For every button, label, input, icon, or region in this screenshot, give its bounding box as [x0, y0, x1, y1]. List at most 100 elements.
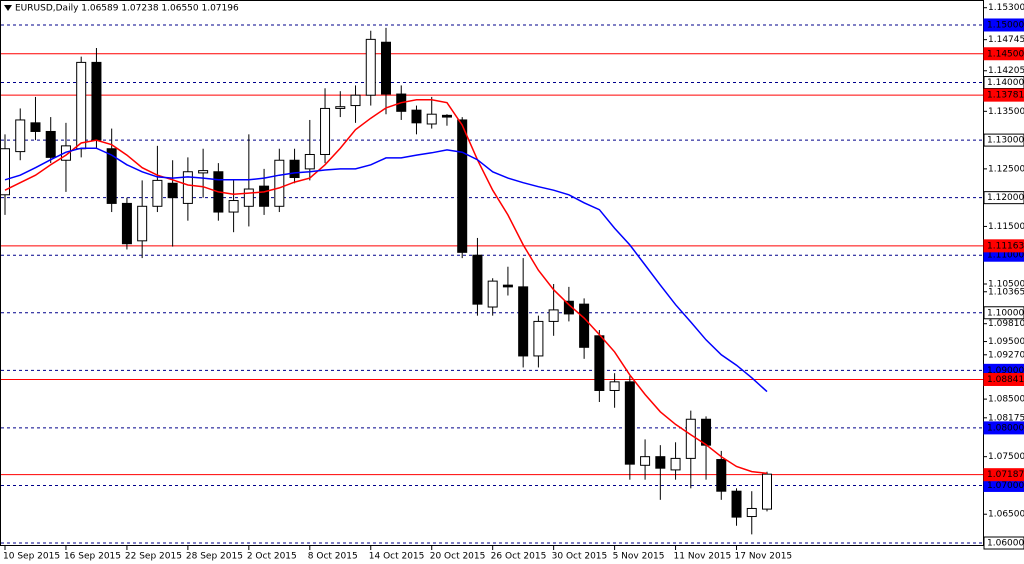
x-tick-label: 22 Sep 2015 [125, 552, 182, 562]
candle-body [167, 182, 178, 199]
candle-body [243, 188, 254, 207]
level-label: 1.07000 [987, 481, 1024, 491]
candle-body [640, 456, 651, 466]
x-tick-label: 11 Nov 2015 [674, 552, 732, 562]
candle-body [701, 418, 712, 446]
y-tick-label: 1.11500 [988, 222, 1024, 232]
level-box [983, 47, 1024, 61]
candle-body [365, 38, 376, 96]
candle-body [624, 381, 635, 465]
candle-body [548, 309, 559, 322]
level-box [983, 306, 1024, 320]
candle-body [381, 41, 391, 95]
candle-body [655, 456, 666, 469]
level-label: 1.10000 [987, 308, 1024, 318]
candle-body [259, 185, 270, 207]
level-box [983, 18, 1024, 32]
level-label: 1.08000 [987, 423, 1024, 433]
candle-body [320, 107, 331, 155]
candle-body [502, 284, 513, 288]
candle-body [15, 119, 26, 153]
candle-body [152, 179, 163, 207]
candle-body [472, 254, 483, 305]
level-box [983, 191, 1024, 205]
candle-body [335, 106, 346, 109]
level-label: 1.14500 [987, 49, 1024, 59]
candle-body [182, 171, 193, 204]
candle-body [518, 286, 529, 357]
chart-title: EURUSD,Daily 1.06589 1.07238 1.06550 1.0… [15, 4, 239, 14]
level-label: 1.12000 [987, 193, 1024, 203]
x-tick-label: 10 Sep 2015 [3, 552, 60, 562]
y-tick-label: 1.10500 [988, 279, 1024, 289]
x-tick-label: 5 Nov 2015 [613, 552, 665, 562]
candle-body [91, 61, 102, 141]
candle-body [198, 170, 209, 174]
y-tick-label: 1.09500 [988, 337, 1024, 347]
level-box [983, 372, 1024, 386]
level-label: 1.06000 [987, 539, 1024, 549]
y-tick-label: 1.12500 [988, 164, 1024, 174]
x-tick-label: 2 Oct 2015 [247, 552, 297, 562]
level-label: 1.09000 [987, 366, 1024, 376]
x-tick-label: 26 Oct 2015 [491, 552, 547, 562]
level-label: 1.08841 [987, 375, 1024, 385]
y-tick-label: 1.06500 [988, 510, 1024, 520]
x-tick-label: 8 Oct 2015 [308, 552, 358, 562]
candle-body [121, 202, 132, 245]
level-box [983, 76, 1024, 90]
level-box [983, 133, 1024, 147]
y-tick-label: 1.10365 [988, 287, 1024, 297]
candle-body [0, 148, 10, 196]
y-tick-label: 1.15300 [988, 3, 1024, 13]
candle-body [350, 94, 361, 107]
y-tick-label: 1.13500 [988, 107, 1024, 117]
level-box [983, 468, 1024, 482]
candle-body [762, 473, 772, 510]
candle-body [228, 200, 239, 213]
x-tick-label: 20 Oct 2015 [430, 552, 486, 562]
candle-body [106, 148, 117, 204]
candle-body [579, 303, 590, 348]
y-tick-label: 1.07500 [988, 452, 1024, 462]
y-tick-label: 1.14745 [988, 35, 1024, 45]
candle-body [670, 457, 681, 471]
candle-body [137, 205, 148, 242]
level-label: 1.07187 [987, 470, 1024, 480]
level-label: 1.15000 [987, 20, 1024, 30]
candle-body [716, 459, 727, 492]
ma-line [4, 147, 768, 393]
y-tick-label: 1.08500 [988, 395, 1024, 405]
ma-line [4, 99, 768, 475]
level-box [983, 421, 1024, 435]
level-box [983, 536, 1024, 550]
candle-body [76, 61, 87, 150]
candle-body [441, 114, 452, 118]
y-tick-label: 1.14205 [988, 66, 1024, 76]
x-tick-label: 28 Sep 2015 [186, 552, 243, 562]
candle-body [30, 122, 41, 132]
candle-body [746, 507, 757, 518]
candle-body [289, 159, 300, 179]
candle-body [457, 119, 468, 253]
candle-body [45, 130, 56, 158]
level-label: 1.13781 [987, 91, 1024, 101]
x-tick-label: 14 Oct 2015 [369, 552, 425, 562]
candle-body [609, 381, 620, 391]
level-label: 1.11000 [987, 251, 1024, 261]
candle-body [685, 418, 696, 459]
level-label: 1.13000 [987, 136, 1024, 146]
x-tick-label: 30 Oct 2015 [552, 552, 608, 562]
y-tick-label: 1.08175 [988, 413, 1024, 423]
candle-body [426, 113, 437, 125]
menu-triangle[interactable] [4, 5, 12, 11]
candle-body [304, 153, 315, 170]
candle-body [411, 109, 422, 124]
level-box [983, 88, 1024, 102]
x-tick-label: 17 Nov 2015 [735, 552, 793, 562]
plot-frame [0, 0, 984, 546]
y-tick-label: 1.09810 [988, 319, 1024, 329]
candle-body [594, 335, 605, 391]
level-label: 1.14000 [987, 78, 1024, 88]
candle-body [487, 280, 498, 308]
